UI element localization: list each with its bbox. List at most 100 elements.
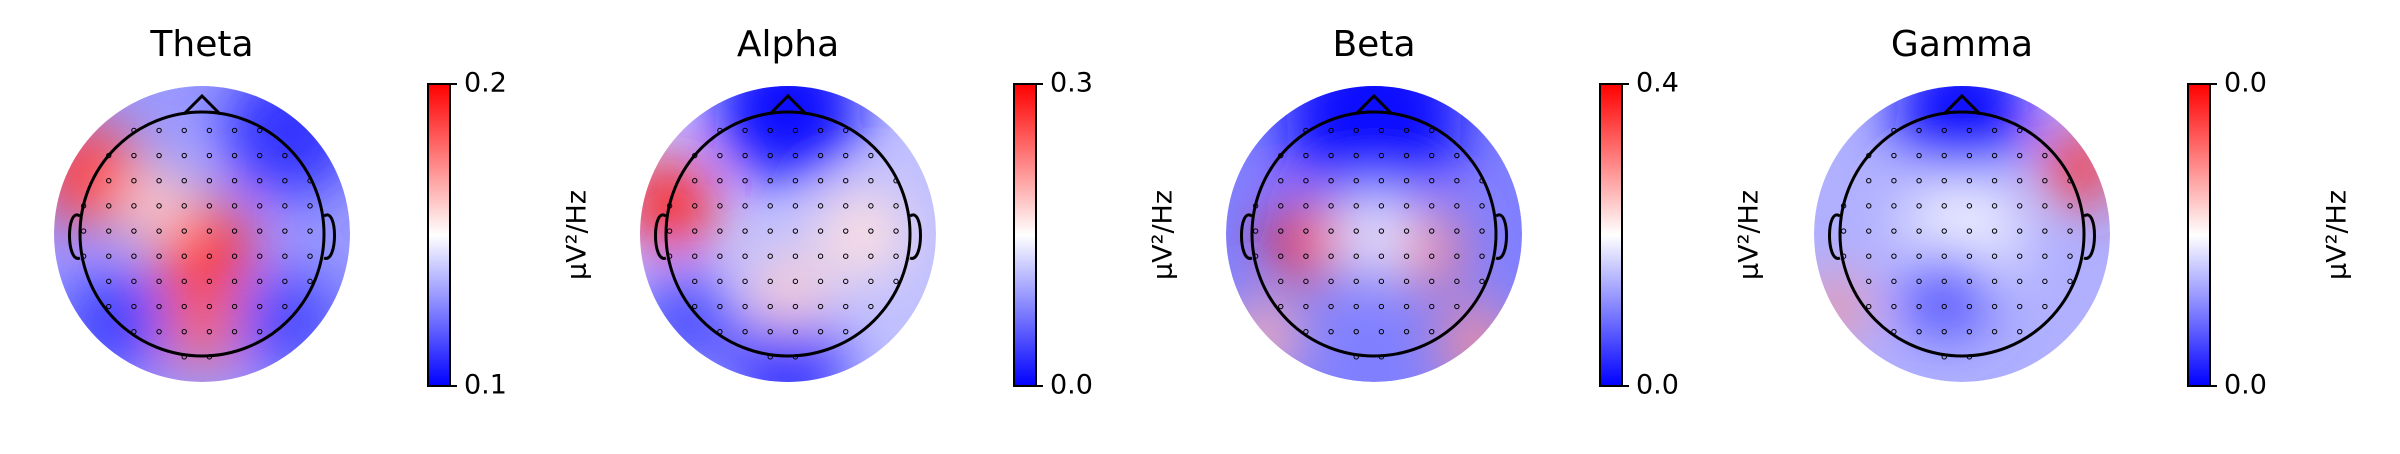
sensor bbox=[868, 303, 874, 310]
sensor bbox=[792, 278, 799, 285]
sensor bbox=[868, 228, 874, 234]
sensor bbox=[1403, 328, 1410, 335]
sensor bbox=[307, 203, 313, 209]
sensor bbox=[156, 152, 162, 159]
sensor bbox=[1916, 228, 1922, 234]
sensor bbox=[1916, 303, 1922, 310]
sensor bbox=[1328, 228, 1334, 234]
sensor bbox=[1941, 354, 1947, 360]
sensor bbox=[843, 228, 849, 234]
colorbar bbox=[1013, 83, 1037, 387]
sensor bbox=[742, 127, 748, 134]
sensor bbox=[792, 328, 799, 335]
sensor bbox=[717, 127, 723, 134]
sensor bbox=[206, 328, 213, 335]
sensor bbox=[1991, 127, 1998, 134]
sensor bbox=[1403, 278, 1410, 285]
sensor bbox=[2017, 127, 2023, 134]
sensor bbox=[1966, 354, 1973, 360]
sensor bbox=[1353, 253, 1359, 259]
sensor bbox=[717, 303, 723, 310]
sensor bbox=[1303, 253, 1309, 259]
sensor bbox=[206, 152, 213, 159]
sensor bbox=[843, 127, 849, 134]
panel: Gamma 0.0 0.0 µV²/Hz bbox=[1814, 24, 2353, 401]
sensor bbox=[181, 278, 187, 285]
sensor bbox=[2067, 278, 2073, 285]
sensor bbox=[1403, 127, 1410, 134]
sensor bbox=[1328, 152, 1334, 159]
sensor bbox=[792, 203, 799, 209]
sensor bbox=[1916, 278, 1922, 285]
sensor bbox=[1429, 253, 1435, 259]
sensor bbox=[131, 228, 137, 234]
sensor bbox=[156, 253, 162, 259]
head-outline bbox=[1250, 110, 1498, 358]
sensor bbox=[1454, 228, 1460, 234]
field-blob bbox=[2043, 130, 2110, 205]
sensor bbox=[1328, 278, 1334, 285]
sensor bbox=[1303, 328, 1309, 335]
sensor bbox=[1278, 152, 1284, 159]
sensor bbox=[1891, 178, 1897, 184]
sensor bbox=[817, 178, 824, 184]
sensor bbox=[282, 303, 288, 310]
sensor bbox=[1429, 328, 1435, 335]
sensor bbox=[106, 203, 112, 209]
sensor bbox=[181, 152, 187, 159]
sensor bbox=[1916, 178, 1922, 184]
sensor bbox=[2067, 178, 2073, 184]
sensor bbox=[717, 152, 723, 159]
topomap-field bbox=[1814, 86, 2110, 382]
sensor bbox=[106, 228, 112, 234]
sensor bbox=[666, 203, 673, 209]
sensor bbox=[2017, 303, 2023, 310]
field-blob bbox=[714, 86, 862, 183]
sensor bbox=[131, 253, 137, 259]
sensor bbox=[2042, 203, 2048, 209]
field-blob bbox=[817, 189, 907, 279]
sensor bbox=[817, 328, 824, 335]
field-blob bbox=[1329, 189, 1419, 279]
ear bbox=[68, 213, 81, 260]
sensor bbox=[817, 127, 824, 134]
sensor bbox=[742, 228, 748, 234]
sensor bbox=[206, 228, 213, 234]
sensor bbox=[1891, 203, 1897, 209]
sensor bbox=[131, 203, 137, 209]
sensor bbox=[1941, 303, 1947, 310]
sensor bbox=[1278, 203, 1284, 209]
sensor bbox=[1966, 152, 1973, 159]
sensor bbox=[307, 278, 313, 285]
sensor bbox=[817, 303, 824, 310]
sensor bbox=[1941, 203, 1947, 209]
sensor bbox=[1403, 178, 1410, 184]
sensor bbox=[1991, 328, 1998, 335]
sensor bbox=[2017, 253, 2023, 259]
colorbar-tick-label: 0.0 bbox=[1636, 370, 1679, 401]
sensor bbox=[1303, 228, 1309, 234]
sensor bbox=[1303, 178, 1309, 184]
sensor bbox=[206, 127, 213, 134]
sensor bbox=[717, 203, 723, 209]
sensor bbox=[843, 278, 849, 285]
sensor bbox=[1991, 203, 1998, 209]
panel-title: Gamma bbox=[1891, 24, 2033, 65]
sensor bbox=[717, 178, 723, 184]
sensor bbox=[1891, 228, 1897, 234]
sensor bbox=[1252, 253, 1259, 259]
sensor bbox=[307, 228, 313, 234]
sensor bbox=[868, 178, 874, 184]
sensor bbox=[692, 228, 698, 234]
sensor bbox=[1866, 253, 1872, 259]
sensor bbox=[692, 253, 698, 259]
sensor bbox=[1454, 278, 1460, 285]
sensor bbox=[282, 178, 288, 184]
sensor bbox=[231, 328, 238, 335]
sensor bbox=[1479, 203, 1485, 209]
sensor bbox=[231, 127, 238, 134]
sensor bbox=[181, 303, 187, 310]
sensor bbox=[131, 328, 137, 335]
sensor bbox=[1891, 278, 1897, 285]
sensor bbox=[1378, 354, 1385, 360]
